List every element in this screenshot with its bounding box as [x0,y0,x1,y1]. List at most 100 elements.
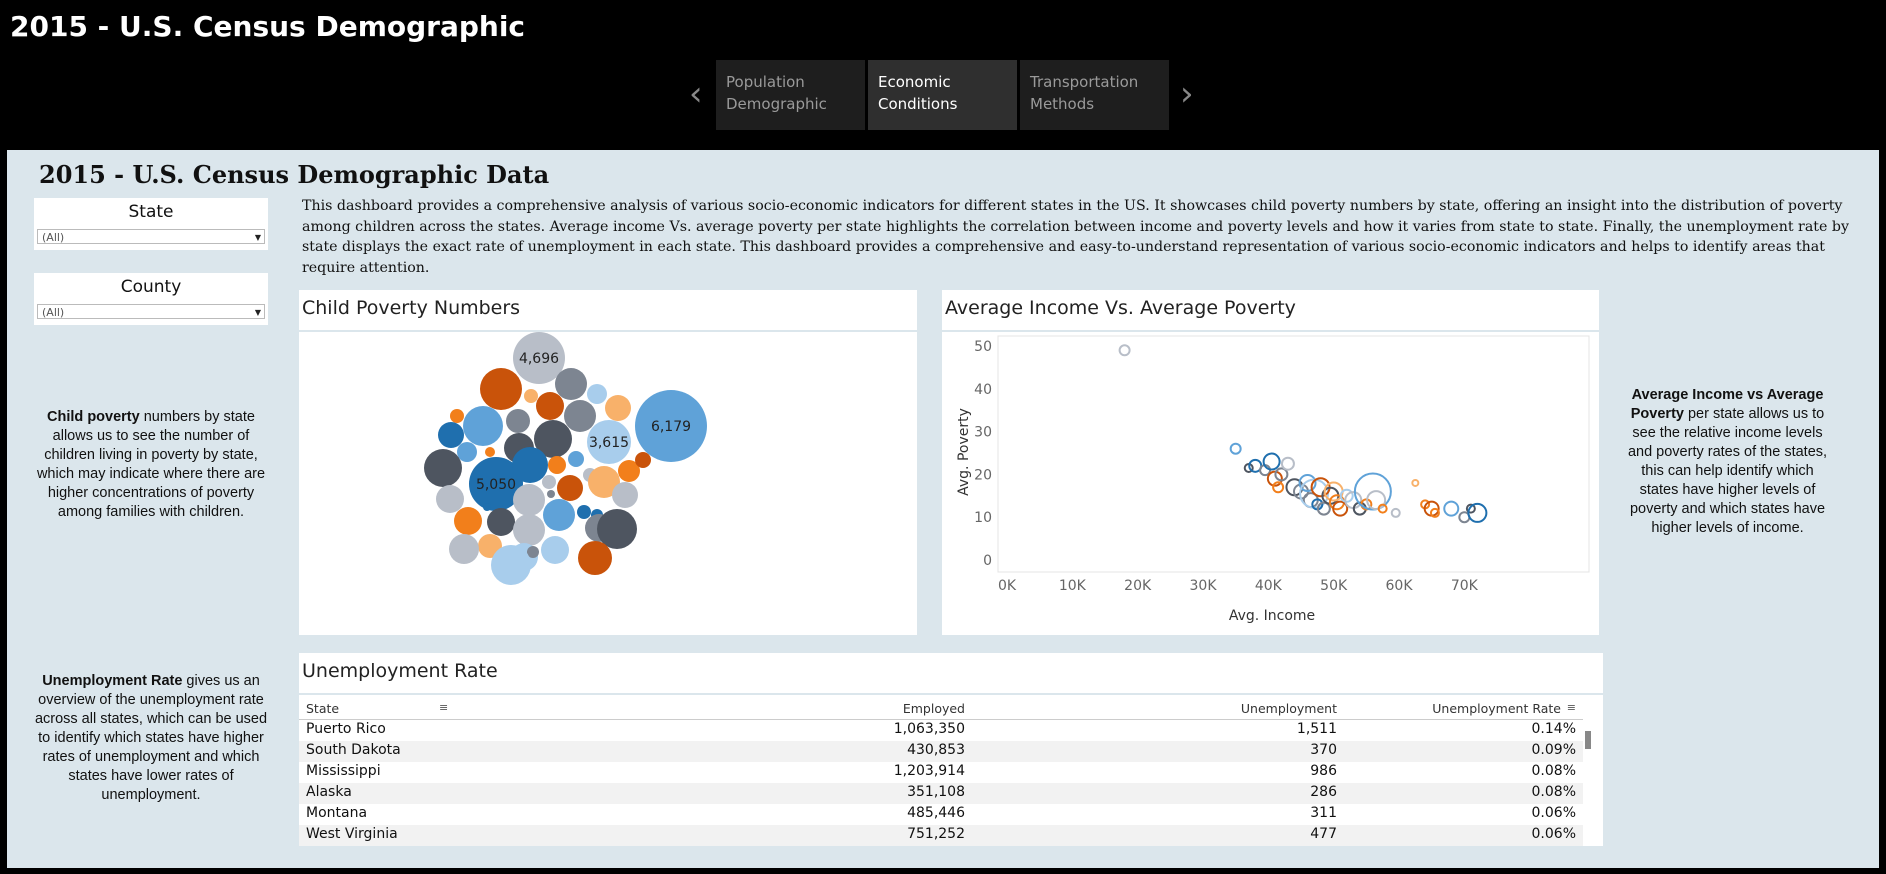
y-axis-label: Avg. Poverty [956,408,972,496]
table-row[interactable]: Montana 485,446 311 0.06% [299,804,1583,825]
story-tab-economic[interactable]: Economic Conditions [868,60,1017,130]
bubble-mark[interactable] [587,420,631,464]
story-tab-label: Population Demographic [726,73,827,113]
chevron-left-icon[interactable]: ‹ [689,74,703,114]
scatter-point[interactable] [1339,488,1354,503]
bubble-mark[interactable] [438,422,464,448]
bubble-mark[interactable] [605,395,631,421]
x-tick-label: 70K [1451,578,1479,594]
bubble-mark[interactable] [536,392,564,420]
scatter-point[interactable] [1465,503,1476,514]
bubble-mark[interactable] [450,409,464,423]
bubble-mark[interactable] [454,507,482,535]
scrollbar[interactable] [1585,731,1591,749]
column-header-unemployment[interactable]: Unemployment [1240,701,1337,716]
cell-rate: 0.08% [1531,763,1576,779]
bubble-mark[interactable] [513,332,565,384]
bubble-mark[interactable] [557,475,583,501]
cell-state: Alaska [306,784,352,800]
bubble-mark[interactable] [513,484,545,516]
table-header: State ≡ Employed Unemployment Unemployme… [299,697,1583,720]
scatter-point[interactable] [1266,470,1283,487]
bubble-mark[interactable] [506,409,530,433]
bubble-mark[interactable] [534,420,572,458]
bubble-mark[interactable] [612,482,638,508]
bubble-mark[interactable] [485,447,495,457]
state-dropdown[interactable]: (All) ▼ [37,229,265,244]
bubble-mark[interactable] [469,457,523,511]
county-dropdown[interactable]: (All) ▼ [37,304,265,319]
scatter-point[interactable] [1229,442,1242,455]
divider [942,330,1599,332]
bubble-mark[interactable] [463,406,503,446]
bubble-mark[interactable] [547,490,555,498]
bubble-mark[interactable] [436,485,464,513]
column-header-rate[interactable]: Unemployment Rate [1432,701,1561,716]
bubble-mark[interactable] [578,541,612,575]
table-row[interactable]: Puerto Rico 1,063,350 1,511 0.14% [299,720,1583,741]
bubble-mark[interactable] [424,449,462,487]
scatter-point[interactable] [1298,473,1317,492]
scatter-point[interactable] [1332,500,1349,517]
bubble-label: 4,696 [519,351,559,367]
bubble-mark[interactable] [548,456,566,474]
column-header-state[interactable]: State [306,701,340,716]
bubble-mark[interactable] [487,508,515,536]
bubble-mark[interactable] [618,460,640,482]
scatter-point[interactable] [1411,478,1420,487]
table-row[interactable]: South Dakota 430,853 370 0.09% [299,741,1583,762]
sort-icon[interactable]: ≡ [1566,701,1576,714]
bubble-mark[interactable] [635,390,707,462]
dashboard-description: This dashboard provides a comprehensive … [302,198,1849,276]
scatter-point[interactable] [1366,490,1387,511]
scatter-point[interactable] [1274,467,1289,482]
bubble-chart[interactable]: 4,696 6,179 3,615 5,050 [299,332,917,635]
bubble-mark[interactable] [527,546,539,558]
bubble-mark[interactable] [524,389,538,403]
caret-down-icon: ▼ [254,233,261,242]
cell-employed: 485,446 [907,805,965,821]
scatter-point[interactable] [1316,501,1331,516]
bubble-mark[interactable] [543,499,575,531]
column-header-employed[interactable]: Employed [902,701,965,716]
cell-employed: 751,252 [907,826,965,842]
bubble-mark[interactable] [635,452,651,468]
scatter-point[interactable] [1377,503,1388,514]
bubble-mark[interactable] [483,503,491,511]
table-row[interactable]: Alaska 351,108 286 0.08% [299,783,1583,804]
bubble-mark[interactable] [513,514,545,546]
bubble-mark[interactable] [541,536,569,564]
bubble-mark[interactable] [449,534,479,564]
scatter-point[interactable] [1443,500,1460,517]
bubble-mark[interactable] [457,442,477,462]
bubble-mark[interactable] [512,447,548,483]
scatter-point[interactable] [1118,344,1131,357]
bubble-mark[interactable] [542,475,556,489]
story-tab-transportation[interactable]: Transportation Methods [1020,60,1169,130]
bubble-mark[interactable] [491,545,531,585]
scatter-chart[interactable]: 0K 10K 20K 30K 40K 50K 60K 70K 0 10 20 30 40 50 Avg. I… [942,332,1599,635]
bubble-mark[interactable] [588,466,620,498]
unemployment-panel: Unemployment Rate State ≡ Employed Unemp… [299,653,1603,846]
table-row[interactable]: West Virginia 751,252 477 0.06% [299,825,1583,846]
bubble-mark[interactable] [597,509,637,549]
bubble-mark[interactable] [577,505,591,519]
table-row[interactable]: Mississippi 1,203,914 986 0.08% [299,762,1583,783]
bubble-mark[interactable] [568,451,584,467]
scatter-point[interactable] [1429,507,1440,518]
bubble-mark[interactable] [480,368,522,410]
bubble-mark[interactable] [564,400,596,432]
chevron-right-icon[interactable]: › [1180,74,1194,114]
scatter-point[interactable] [1467,502,1488,523]
sort-icon[interactable]: ≡ [439,701,449,714]
cell-rate: 0.06% [1531,826,1576,842]
scatter-point[interactable] [1262,452,1281,471]
story-tab-population[interactable]: Population Demographic [716,60,865,130]
scatter-point[interactable] [1272,481,1285,494]
cell-state: Puerto Rico [306,721,386,737]
bubble-mark[interactable] [555,368,587,400]
divider [299,330,917,332]
scatter-point[interactable] [1390,507,1401,518]
scatter-point[interactable] [1280,456,1295,471]
bubble-mark[interactable] [587,384,607,404]
